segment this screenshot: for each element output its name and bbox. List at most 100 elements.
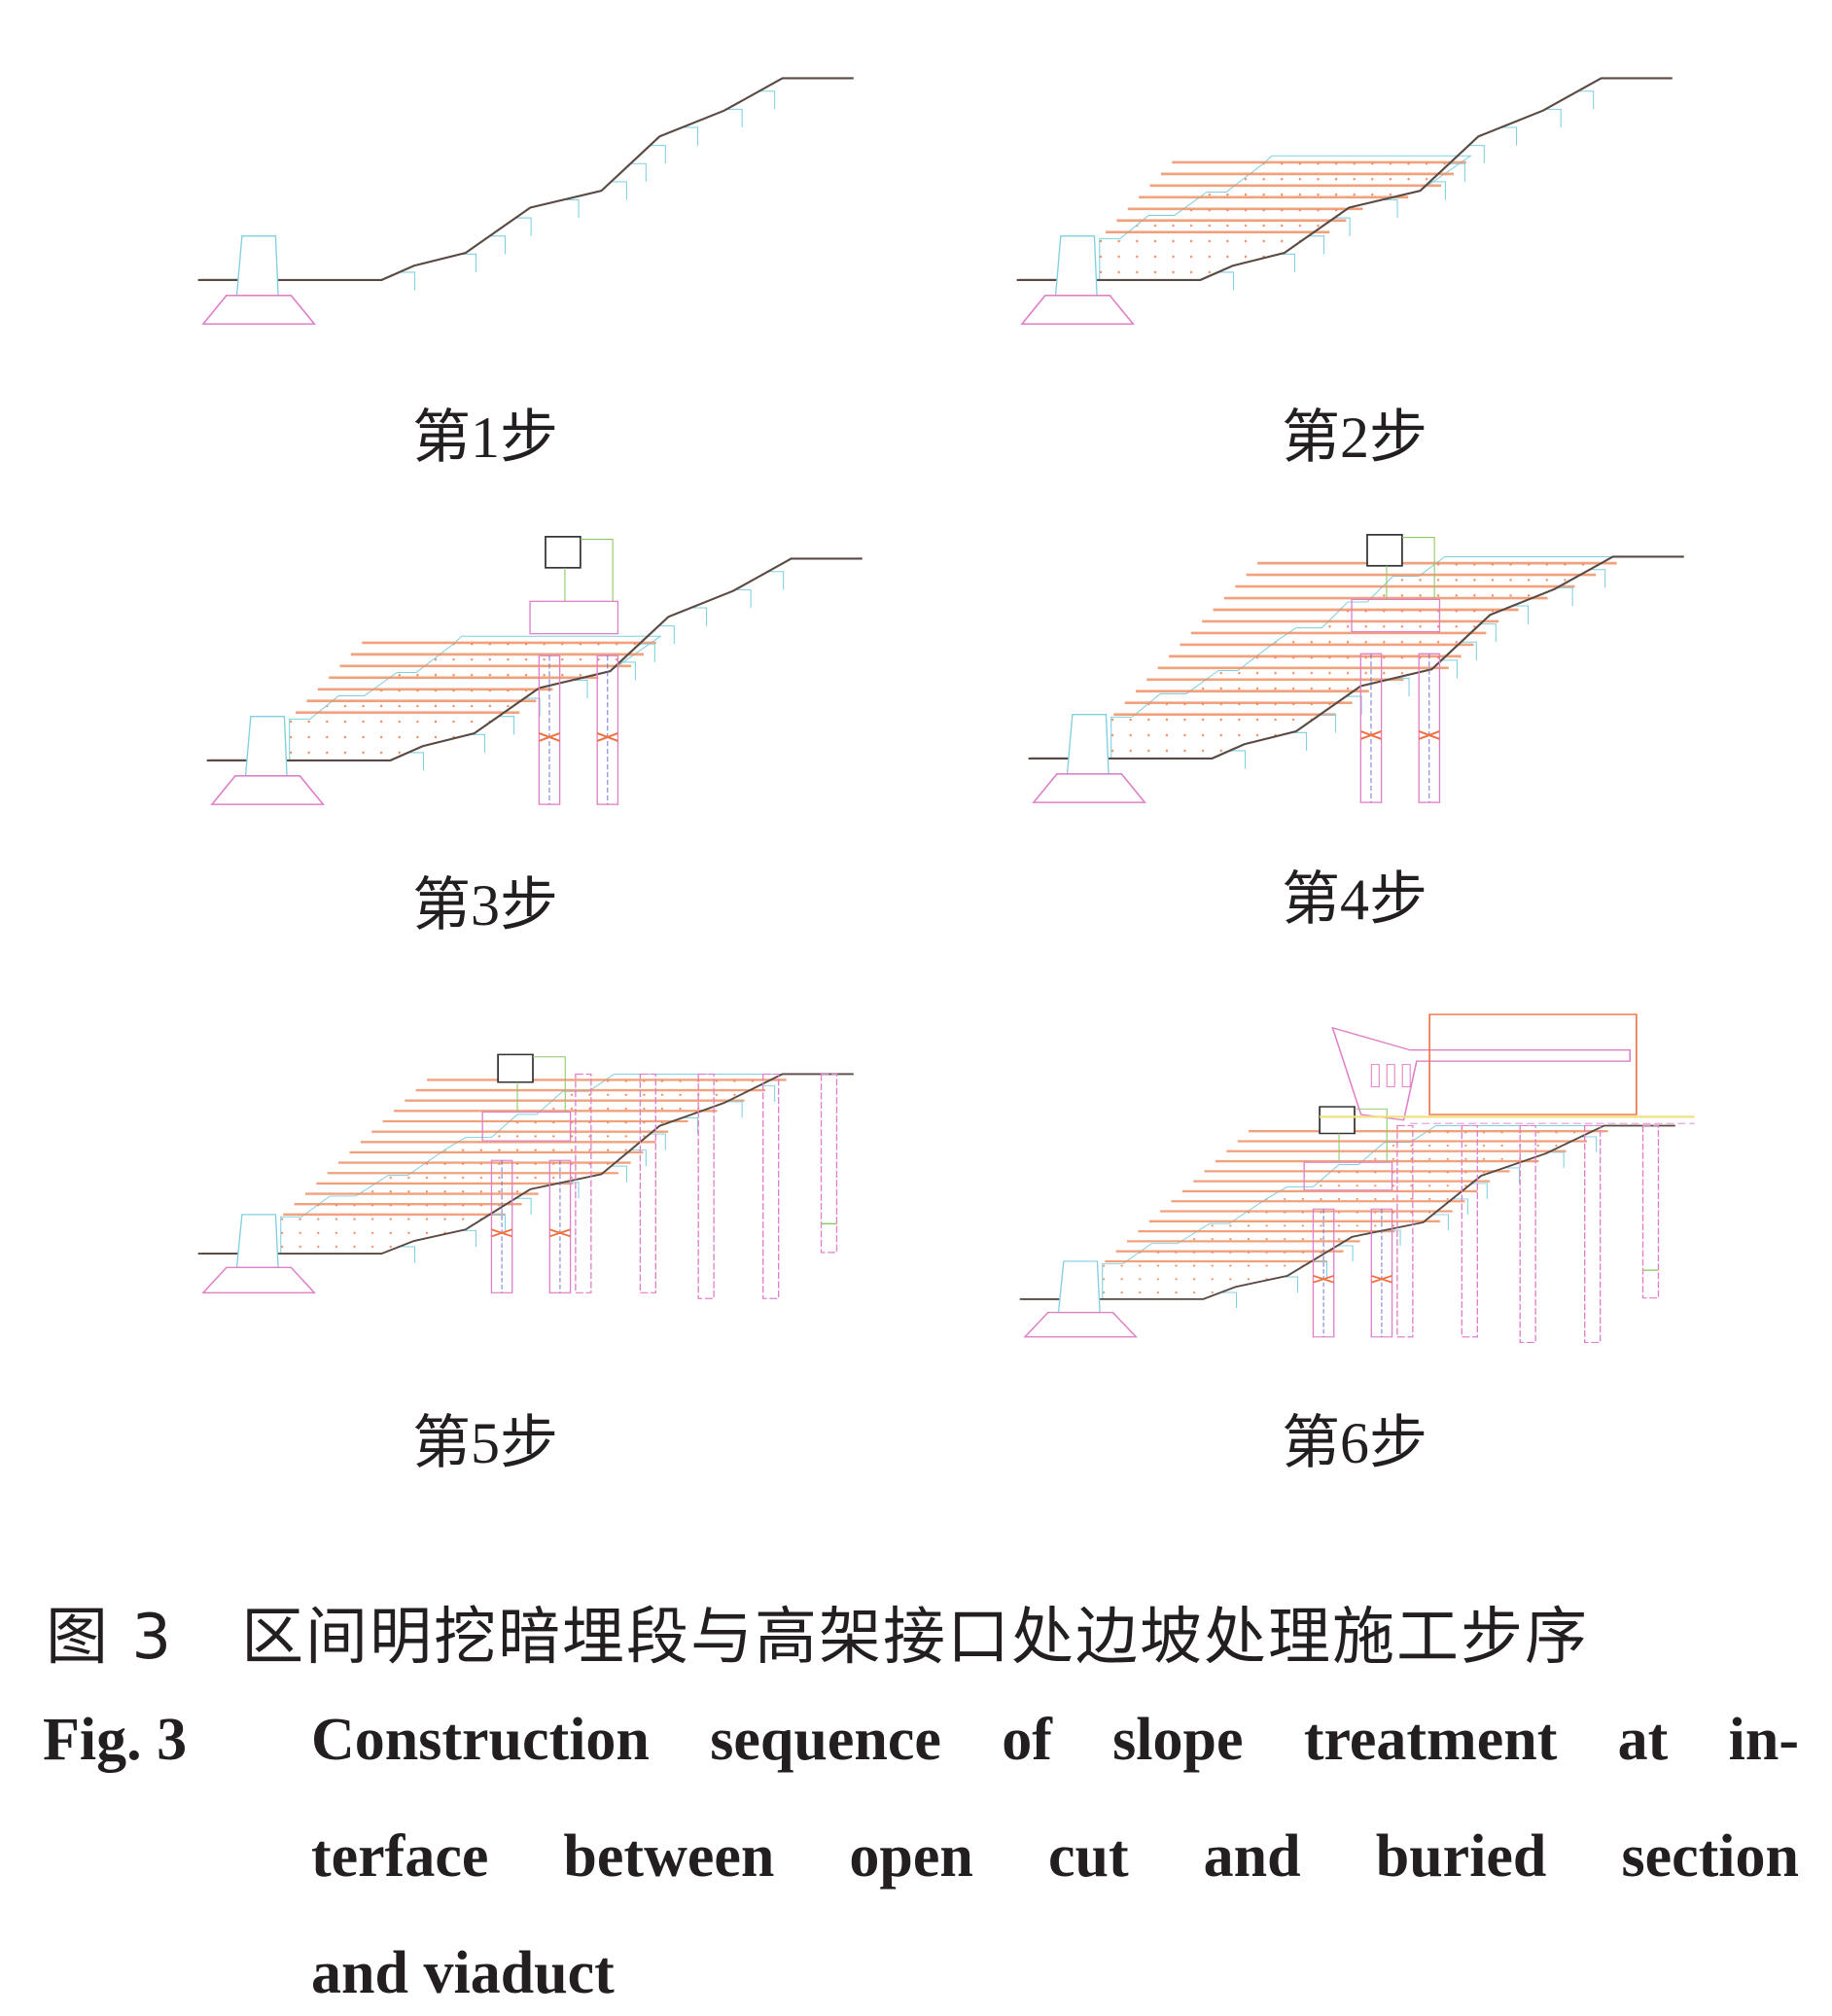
pile-cap-frame bbox=[1303, 1161, 1393, 1191]
bench-step bbox=[469, 733, 486, 753]
bench-step bbox=[1545, 108, 1562, 128]
step-6-diagram bbox=[1019, 1013, 1695, 1344]
window bbox=[1401, 1064, 1411, 1087]
bench-step bbox=[758, 90, 776, 110]
bench-step bbox=[399, 1246, 416, 1263]
tunnel-box bbox=[545, 536, 581, 569]
caption-en-number: Fig. 3 bbox=[43, 1707, 188, 1773]
pile-joint bbox=[539, 732, 560, 742]
bench-step bbox=[630, 162, 647, 182]
pile-cap-frame bbox=[529, 600, 619, 635]
bench-step bbox=[1337, 1245, 1354, 1261]
bench-step bbox=[1577, 90, 1595, 110]
bench-step bbox=[1548, 1151, 1565, 1168]
retaining-wall bbox=[235, 235, 279, 297]
viaduct-pile bbox=[1461, 1124, 1478, 1338]
bench-step bbox=[1589, 569, 1606, 588]
viaduct-pile bbox=[1584, 1124, 1602, 1344]
bench-step bbox=[1282, 1276, 1299, 1293]
step-5-diagram bbox=[197, 1053, 854, 1299]
pile-cap-frame bbox=[481, 1111, 572, 1142]
bench-step bbox=[515, 217, 532, 236]
retaining-wall bbox=[1057, 1260, 1101, 1314]
caption-chinese: 图 3 区间明挖暗埋段与高架接口处边坡处理施工步序 bbox=[46, 1587, 1589, 1677]
bench-step bbox=[658, 625, 675, 645]
link-line bbox=[580, 539, 614, 602]
tunnel-box bbox=[1366, 534, 1403, 567]
bench-step bbox=[758, 1084, 776, 1102]
bench-step bbox=[1452, 1198, 1468, 1215]
link-line bbox=[1355, 1108, 1388, 1163]
bench-step bbox=[515, 1197, 532, 1215]
bench-step bbox=[619, 661, 636, 681]
bench-step bbox=[1449, 162, 1465, 182]
bench-step bbox=[1311, 1260, 1328, 1277]
bench-step bbox=[735, 588, 752, 609]
bench-step bbox=[1220, 1291, 1238, 1309]
wall-footing bbox=[201, 295, 316, 325]
pile-joint bbox=[491, 1228, 513, 1238]
bench-step bbox=[399, 271, 416, 291]
bench-step bbox=[572, 679, 588, 699]
retaining-wall bbox=[244, 716, 288, 777]
viaduct-pile bbox=[762, 1073, 780, 1299]
pile bbox=[548, 1159, 572, 1293]
bench-step bbox=[650, 1133, 666, 1150]
caption-en-line-2: terface between open cut and buried sect… bbox=[311, 1823, 1799, 1890]
bench-step bbox=[1385, 1229, 1401, 1246]
bench-step bbox=[407, 752, 425, 771]
caption-en-line-1: Construction sequence of slope treatment… bbox=[311, 1707, 1799, 1773]
step-6-label: 第6步 bbox=[1282, 1411, 1427, 1475]
bench-step bbox=[1429, 181, 1446, 200]
bench-step bbox=[498, 716, 515, 735]
bench-step bbox=[726, 108, 743, 128]
bench-step bbox=[1279, 253, 1296, 272]
bench-step bbox=[460, 1229, 477, 1247]
wall-footing bbox=[1023, 1311, 1138, 1338]
bench-step bbox=[650, 145, 666, 164]
wall-footing bbox=[201, 1266, 316, 1294]
viaduct-pile bbox=[1641, 1124, 1660, 1299]
drawing bbox=[1028, 534, 1684, 803]
pile-cap-frame bbox=[1351, 598, 1441, 633]
step-4-label: 第4步 bbox=[1282, 867, 1427, 932]
bench-step bbox=[489, 235, 507, 255]
pile bbox=[490, 1159, 513, 1293]
bench-step bbox=[1334, 217, 1351, 236]
bench-step bbox=[1503, 1167, 1521, 1184]
viaduct-pile bbox=[639, 1073, 656, 1293]
viaduct-pile bbox=[697, 1073, 715, 1299]
step-1-label: 第1步 bbox=[412, 406, 558, 470]
bench-step bbox=[630, 1149, 647, 1167]
window bbox=[1370, 1064, 1380, 1087]
bench-step bbox=[1471, 1183, 1488, 1199]
pile-joint bbox=[548, 1228, 571, 1238]
step-5-label: 第5步 bbox=[412, 1411, 558, 1475]
wall-footing bbox=[1032, 773, 1146, 803]
bench-step bbox=[1217, 271, 1235, 291]
bench-step bbox=[611, 181, 627, 200]
slope-profile bbox=[1031, 555, 1684, 760]
bench-step bbox=[1512, 605, 1530, 624]
bench-step bbox=[460, 253, 477, 272]
slope-profile bbox=[209, 557, 863, 761]
slope-profile bbox=[200, 77, 854, 281]
bench-step bbox=[1308, 235, 1325, 255]
bench-step bbox=[639, 643, 655, 662]
bench-step bbox=[1500, 126, 1518, 146]
pile-joint bbox=[1313, 1275, 1335, 1284]
bench-step bbox=[690, 607, 708, 626]
retaining-wall bbox=[235, 1214, 279, 1268]
bench-step bbox=[767, 571, 785, 590]
pile-joint bbox=[1418, 730, 1440, 740]
pile-joint bbox=[1360, 730, 1382, 740]
drawing bbox=[206, 536, 863, 805]
bench-step bbox=[1290, 731, 1308, 751]
pile-joint bbox=[1370, 1275, 1392, 1284]
caption-en-line-3: and viaduct bbox=[311, 1940, 615, 2006]
drawing bbox=[1019, 1013, 1695, 1344]
bench-step bbox=[1320, 714, 1337, 733]
caption-cn-number: 图 3 bbox=[46, 1602, 174, 1674]
step-2-diagram bbox=[1016, 77, 1673, 325]
step-3-label: 第3步 bbox=[412, 873, 558, 937]
